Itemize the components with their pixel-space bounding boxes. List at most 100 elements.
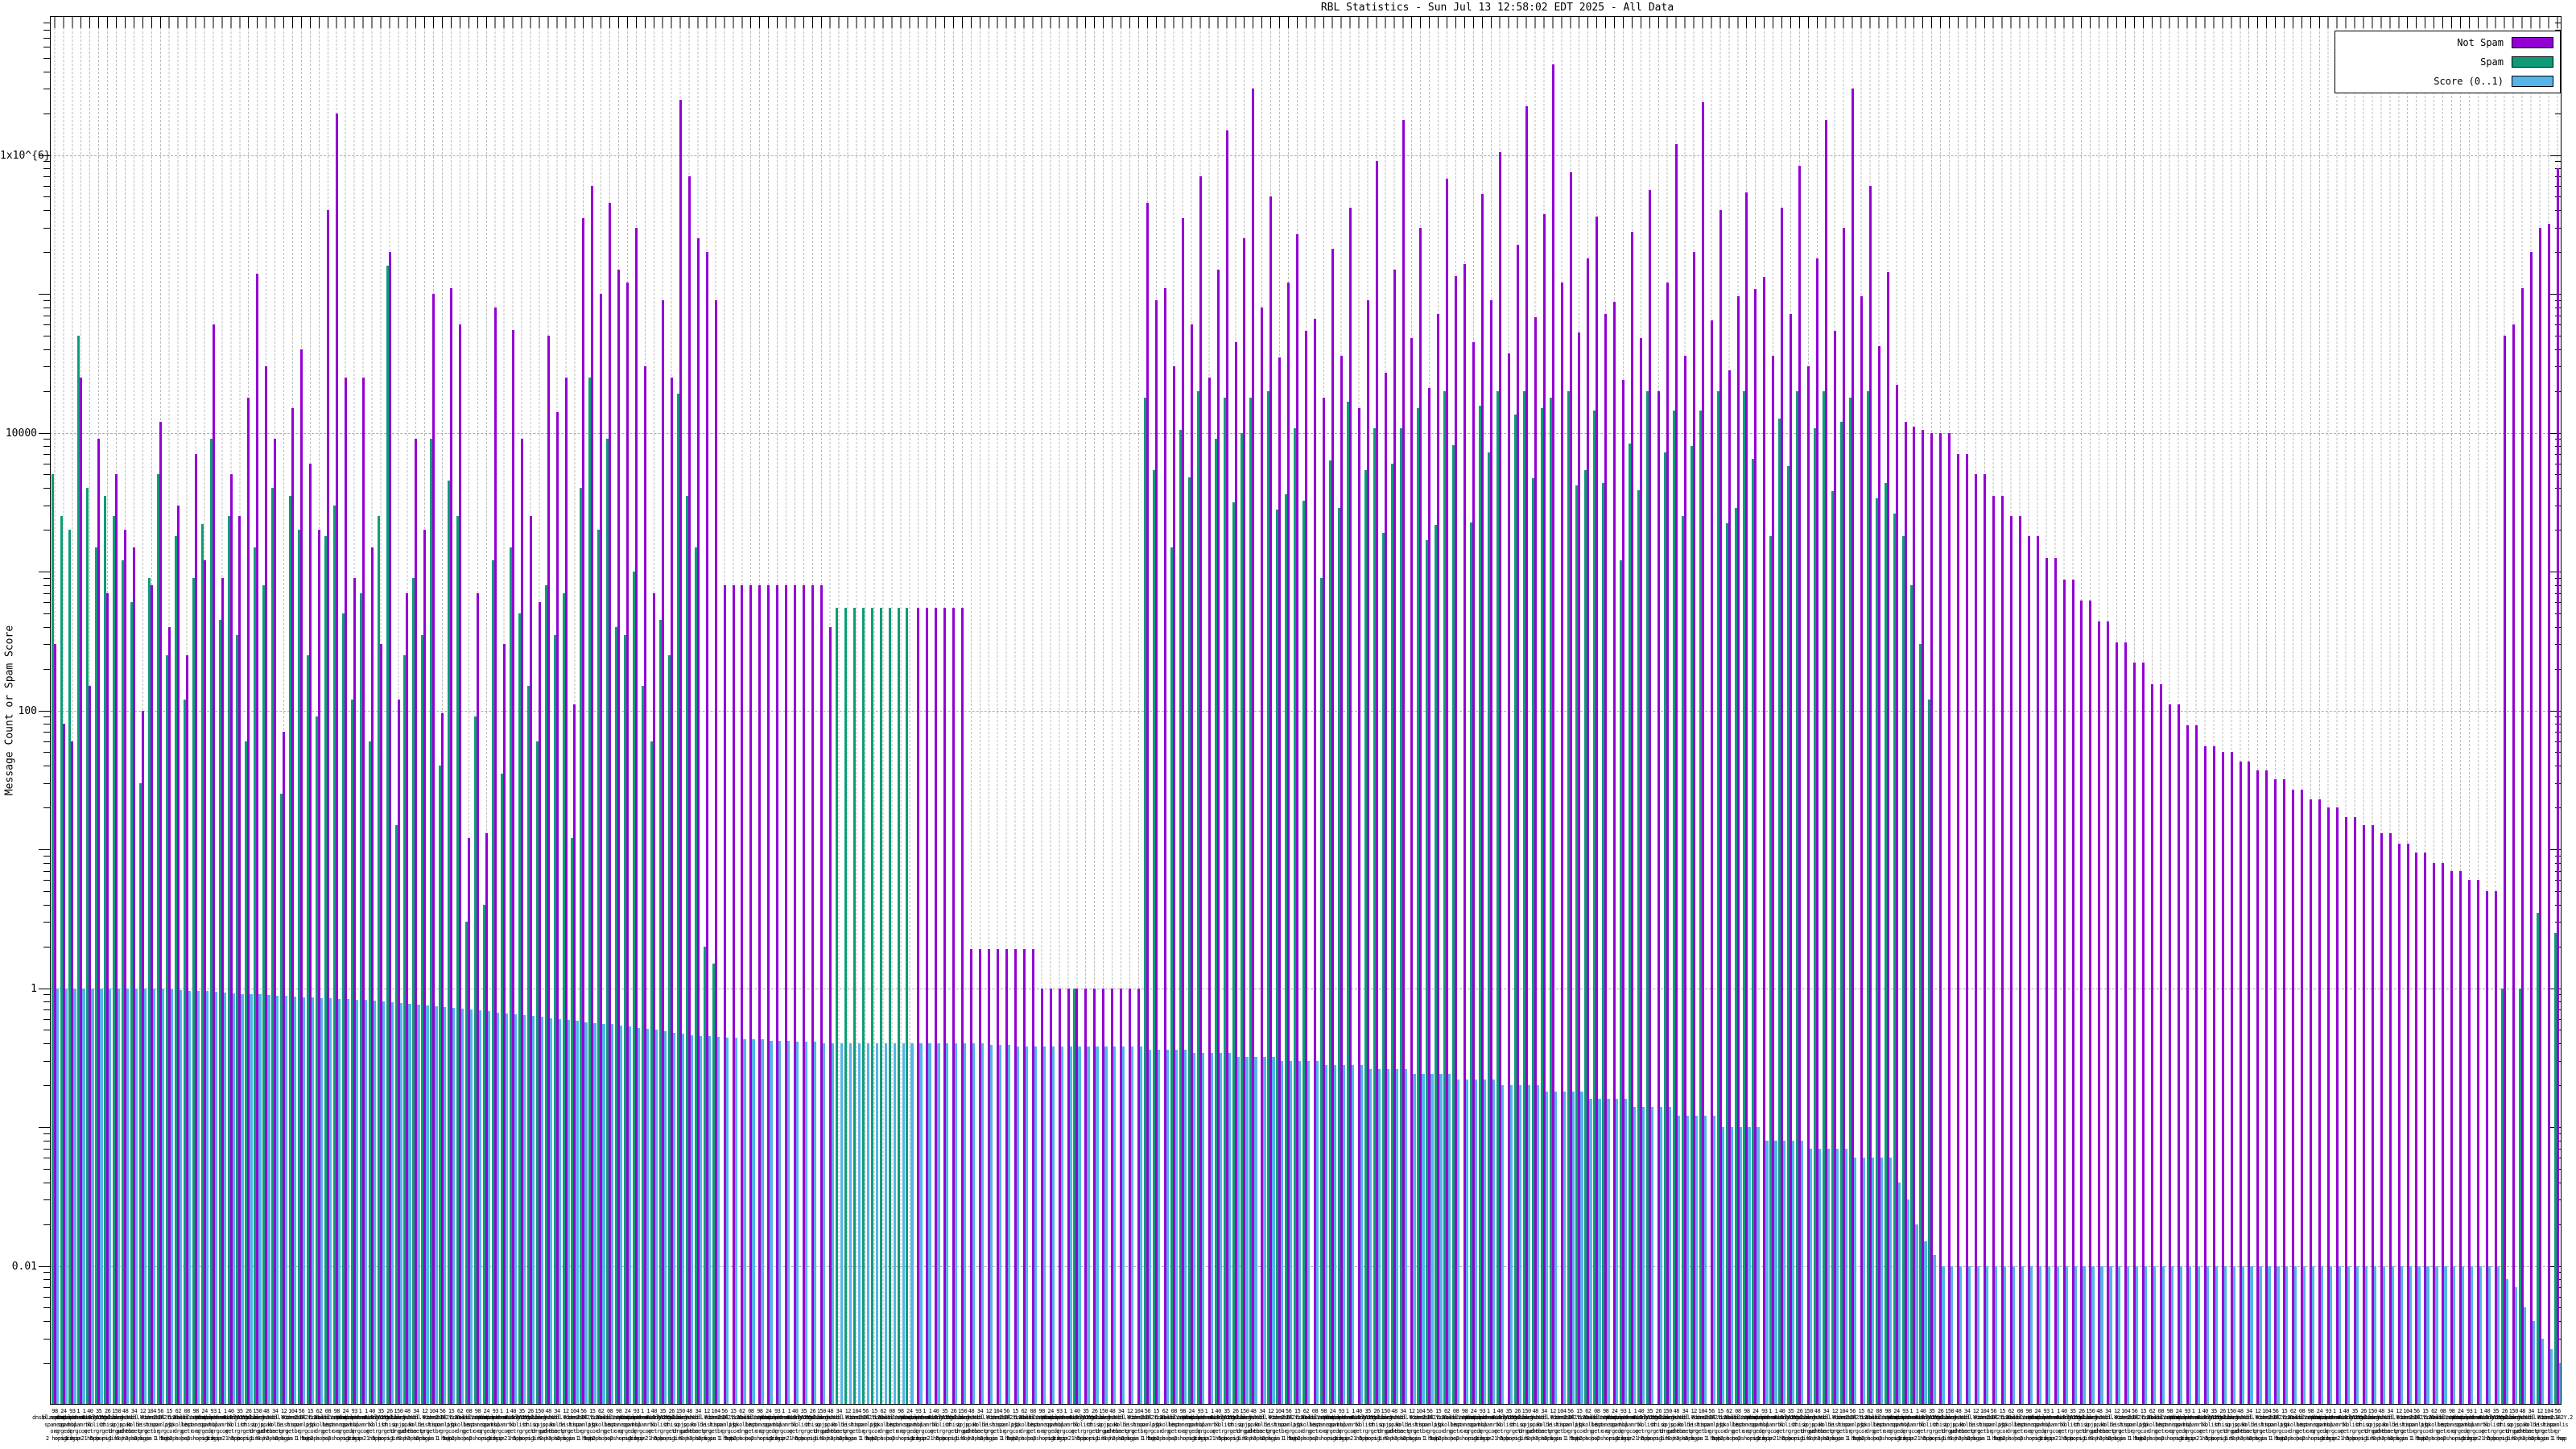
x-tick-label: 26 l42Y.2.zen bhiso getr origin: [797, 1408, 828, 1442]
bar-not-spam: [1208, 377, 1211, 1405]
bar-not-spam: [353, 577, 356, 1405]
bar-score: [1060, 1046, 1063, 1405]
bar-score: [857, 1043, 861, 1405]
x-tick-label: 104 Yzen2.0 hiso getbr origin 1 hop: [2248, 1408, 2285, 1442]
x-tick-label: 1 1 dnsbl.dronebl.org spamrbl gcor origi…: [902, 1408, 953, 1442]
x-tick-label: 1 1 dnsbl.dronebl.org spamrbl gcor origi…: [619, 1408, 671, 1442]
bar-score: [2426, 1265, 2429, 1405]
bar-spam: [1232, 502, 1235, 1405]
bar-spam: [474, 716, 477, 1405]
bar-not-spam: [1437, 313, 1440, 1405]
bar-not-spam: [361, 377, 365, 1405]
bar-not-spam: [776, 584, 779, 1405]
bar-not-spam: [1287, 283, 1290, 1405]
x-tick-label: 08 zen.Y.Y list getr hops: [1022, 1408, 1044, 1442]
bar-not-spam: [2239, 761, 2242, 1405]
y-tick: [39, 1265, 50, 1267]
bar-score: [1377, 1069, 1381, 1405]
bar-spam: [1267, 390, 1270, 1405]
bar-score: [2029, 1265, 2033, 1405]
bar-spam: [1399, 427, 1402, 1405]
y-tick: [43, 29, 50, 31]
bar-score: [2100, 1265, 2103, 1405]
bar-score: [214, 992, 217, 1405]
x-tick-label: 24 bl.spamcop.net spam orgedr origin: [465, 1408, 508, 1442]
bar-spam: [209, 439, 213, 1405]
legend-row-not-spam: Not Spam: [2457, 36, 2553, 49]
bar-score: [2505, 1279, 2509, 1405]
bar-score: [629, 1026, 632, 1405]
bar-not-spam: [529, 516, 532, 1405]
bar-spam: [1699, 411, 1702, 1405]
bar-score: [1986, 1265, 1989, 1405]
bar-score: [82, 988, 85, 1405]
bar-not-spam: [573, 704, 576, 1405]
bar-spam: [183, 699, 186, 1405]
x-tick-label: 62 b.Y.lis bkolbe drg 2 hops: [1436, 1408, 1459, 1442]
bar-not-spam: [2433, 862, 2436, 1405]
x-tick-label: 104 Yzen2.0 hiso getbr origin 1 hop: [275, 1408, 311, 1442]
x-tick-label: 12 bl.Y.zen list grg 2 hops: [412, 1408, 437, 1442]
bar-spam: [562, 592, 565, 1405]
x-tick-label: 40 b.barracudacentral.org ko getr 2 hops: [621, 1408, 687, 1442]
x-tick-label: 150 dnsbl.b.Y ipjp drgud 1 hop: [102, 1408, 130, 1442]
bar-not-spam: [970, 949, 973, 1405]
y-tick: [43, 168, 50, 170]
bar-score: [1642, 1106, 1645, 1405]
bar-spam: [861, 607, 865, 1405]
x-tick-label: 56 dnsb142Y.2 spamlis gr 1 hop: [427, 1408, 458, 1442]
x-tick-label: 40 b.barracudacentral.org ko getr 2 hops: [2031, 1408, 2097, 1442]
bar-not-spam: [406, 592, 409, 1405]
bar-not-spam: [1366, 299, 1369, 1405]
bar-not-spam: [767, 584, 770, 1405]
bar-not-spam: [2486, 890, 2489, 1405]
bar-score: [2532, 1321, 2535, 1405]
bar-not-spam: [2547, 223, 2550, 1405]
bar-spam: [852, 607, 856, 1405]
bar-score: [2259, 1265, 2262, 1405]
bar-spam: [1328, 460, 1331, 1405]
bar-spam: [491, 560, 494, 1405]
y-tick-label-10000: 10000: [5, 427, 37, 440]
x-tick-label: 15 hbl.dnsbl pjp gcor 5 hops: [861, 1408, 888, 1442]
y-tick: [43, 592, 50, 594]
bar-spam: [544, 584, 547, 1405]
bar-not-spam: [2248, 761, 2251, 1405]
bar-score: [444, 1007, 447, 1405]
x-tick-label: 15 hbl.dnsbl pjp gcor 5 hops: [155, 1408, 184, 1442]
bar-not-spam: [1569, 172, 1572, 1405]
x-tick-label: 104 Yzen2.0 hiso getbr origin 1 hop: [1967, 1408, 2003, 1442]
x-tick-label: 1 1 dnsbl.dronebl.org spamrbl gcor origi…: [196, 1408, 248, 1442]
x-tick-label: 98 dnsbl.sorbs.net spamcop org 2 hops: [314, 1408, 360, 1442]
y-tick: [39, 710, 50, 712]
bar-score: [337, 998, 341, 1405]
bar-score: [1977, 1265, 1980, 1405]
bar-not-spam: [943, 607, 947, 1405]
bar-not-spam: [1868, 185, 1872, 1405]
y-tick: [43, 227, 50, 229]
x-tick-label: 48 zen.dnsbl spab gehehe 9 hops: [252, 1408, 280, 1442]
bar-score: [1712, 1116, 1715, 1405]
bar-spam: [685, 496, 688, 1405]
bar-spam: [2536, 912, 2539, 1405]
bar-spam: [130, 602, 134, 1405]
y-tick-label-1x10^{6}: 1x10^{6}: [0, 149, 51, 162]
bar-score: [1686, 1116, 1690, 1405]
bar-not-spam: [1975, 474, 1978, 1405]
bar-not-spam: [2362, 824, 2365, 1405]
bar-spam: [1540, 408, 1543, 1405]
bar-not-spam: [238, 516, 242, 1405]
x-tick-label: 98 dnsbl.sorbs.net spamcop org 2 hops: [1301, 1408, 1347, 1442]
bar-score: [1457, 1079, 1460, 1405]
bar-score: [1897, 1182, 1901, 1405]
x-tick-label: 93 zen.spamhaus.org hbl gr 1 hop: [1740, 1408, 1789, 1442]
bar-spam: [2518, 988, 2521, 1405]
bar-score: [638, 1027, 641, 1405]
bar-score: [1598, 1098, 1601, 1405]
bar-spam: [68, 530, 72, 1405]
bar-spam: [394, 824, 398, 1405]
bar-spam: [1470, 522, 1473, 1405]
y-tick: [43, 1224, 50, 1225]
bar-score: [1360, 1064, 1363, 1405]
x-tick-label: 62 b.Y.lis bkolbe drg 2 hops: [167, 1408, 189, 1442]
